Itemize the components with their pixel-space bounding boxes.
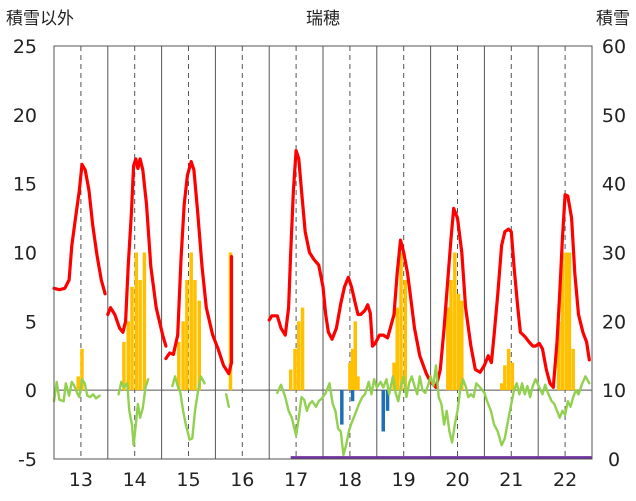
x-tick-label: 20 xyxy=(445,469,469,491)
chart-title: 瑞穂 xyxy=(306,9,340,29)
left-tick-label: 25 xyxy=(13,36,37,58)
x-tick-label: 15 xyxy=(176,469,200,491)
right-tick-label: 30 xyxy=(602,243,626,265)
precipitation-bar xyxy=(499,383,504,391)
left-tick-label: 0 xyxy=(25,380,37,402)
left-tick-label: 20 xyxy=(13,105,37,127)
temperature-line xyxy=(106,157,168,348)
x-tick-label: 17 xyxy=(284,469,308,491)
precipitation-bar xyxy=(556,321,561,391)
precipitation-bar xyxy=(134,252,139,391)
left-tick-label: 15 xyxy=(13,174,37,196)
negative_bars-bar xyxy=(350,390,355,402)
x-tick-label: 13 xyxy=(69,469,93,491)
precipitation-bar xyxy=(126,321,130,391)
precipitation-bar xyxy=(571,348,575,391)
dewpoint_or_diff-line xyxy=(52,378,101,403)
precipitation-bar xyxy=(288,369,293,391)
precipitation-bar xyxy=(189,252,193,391)
precipitation-bar xyxy=(399,252,403,391)
precipitation-bar xyxy=(503,365,507,391)
negative_bars-bar xyxy=(340,390,344,425)
precipitation-bar xyxy=(456,293,461,391)
dewpoint_or_diff-line xyxy=(117,378,150,447)
plot-frame xyxy=(53,45,593,460)
dewpoint_or_diff-line xyxy=(276,364,591,457)
left-tick-label: -5 xyxy=(18,449,37,471)
precipitation-bar xyxy=(449,280,453,391)
x-axis-ticks: 13 14 15 16 17 18 19 20 21 22 xyxy=(69,469,577,491)
precipitation-bar xyxy=(177,341,181,391)
precipitation-bar xyxy=(350,348,355,391)
precipitation-bar xyxy=(564,252,568,391)
right-tick-label: 20 xyxy=(602,311,626,333)
left-axis-label: 積雪以外 xyxy=(6,9,74,29)
x-tick-label: 16 xyxy=(230,469,254,491)
precipitation-bar xyxy=(395,307,399,391)
precipitation-bar xyxy=(138,280,142,391)
precipitation-bar xyxy=(453,252,457,391)
precipitation-bar xyxy=(197,300,202,391)
precipitation-bar xyxy=(193,280,197,391)
precipitation-bar xyxy=(506,348,511,391)
precipitation-bar xyxy=(185,280,189,391)
series-lines xyxy=(52,149,592,460)
right-tick-label: 10 xyxy=(602,380,626,402)
left-axis-ticks: -5 0 5 10 15 20 25 xyxy=(13,36,37,471)
x-tick-label: 22 xyxy=(553,469,577,491)
precipitation-bar xyxy=(130,286,134,391)
right-axis-label: 積雪 xyxy=(596,9,630,29)
negative_bars-bar xyxy=(381,390,386,432)
precipitation-bar xyxy=(446,307,450,391)
negative_bars-bar xyxy=(385,390,390,411)
precipitation-bar xyxy=(348,362,352,391)
left-tick-label: 5 xyxy=(25,311,37,333)
temperature-line xyxy=(267,149,591,389)
precipitation-bar xyxy=(353,321,358,391)
precipitation-bar xyxy=(297,321,301,391)
precipitation-bar xyxy=(300,307,305,391)
precipitation-bar xyxy=(560,252,565,391)
right-axis-ticks: 0 10 20 30 40 50 60 xyxy=(602,36,626,471)
precipitation-bar xyxy=(356,376,360,391)
precipitation-bar xyxy=(122,341,126,391)
precipitation-bar xyxy=(80,348,84,391)
precipitation-bar xyxy=(76,376,80,391)
dewpoint_or_diff-line xyxy=(225,393,230,408)
x-tick-label: 21 xyxy=(499,469,523,491)
temperature-line xyxy=(52,162,107,296)
dewpoint_or_diff-line xyxy=(171,375,206,441)
precipitation-bar xyxy=(293,348,297,391)
precipitation-bar xyxy=(460,300,464,391)
left-tick-label: 10 xyxy=(13,243,37,265)
x-tick-label: 18 xyxy=(338,469,362,491)
right-tick-label: 0 xyxy=(608,449,620,471)
x-tick-label: 14 xyxy=(123,469,147,491)
precipitation-bar xyxy=(181,321,185,391)
precipitation-bar xyxy=(510,362,515,391)
right-tick-label: 40 xyxy=(602,174,626,196)
precipitation-bar xyxy=(142,252,147,391)
right-tick-label: 50 xyxy=(602,105,626,127)
x-tick-label: 19 xyxy=(392,469,416,491)
precipitation-bar xyxy=(567,252,572,391)
temperature-line xyxy=(164,160,234,376)
precipitation-bar xyxy=(403,280,408,391)
right-tick-label: 60 xyxy=(602,36,626,58)
